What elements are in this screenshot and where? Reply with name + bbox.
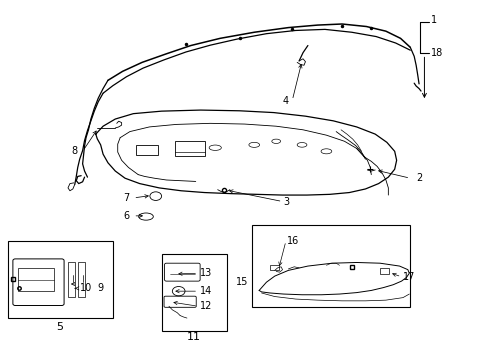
Bar [175,141,205,156]
Bar [379,268,388,274]
Text: 2: 2 [415,173,422,183]
Text: 16: 16 [286,236,299,246]
Text: 12: 12 [199,301,212,311]
Text: 3: 3 [283,197,289,207]
Text: 4: 4 [282,96,288,106]
Bar [8,241,113,318]
Text: 11: 11 [187,332,201,342]
Bar [270,265,279,270]
Bar [251,225,409,307]
Bar [78,262,85,297]
Text: 13: 13 [199,268,211,278]
Text: 8: 8 [71,146,78,156]
Text: 1: 1 [430,15,436,26]
Text: 9: 9 [97,283,103,293]
Text: 10: 10 [80,283,92,293]
Bar [161,253,227,330]
Text: 15: 15 [236,277,248,287]
Text: 14: 14 [199,286,211,296]
Bar [18,268,54,291]
Text: 5: 5 [57,322,63,332]
Text: 6: 6 [123,211,130,221]
Bar [68,262,75,297]
Text: 7: 7 [123,193,130,203]
Text: 18: 18 [430,48,442,58]
Bar [136,145,158,155]
Text: 17: 17 [402,272,414,282]
